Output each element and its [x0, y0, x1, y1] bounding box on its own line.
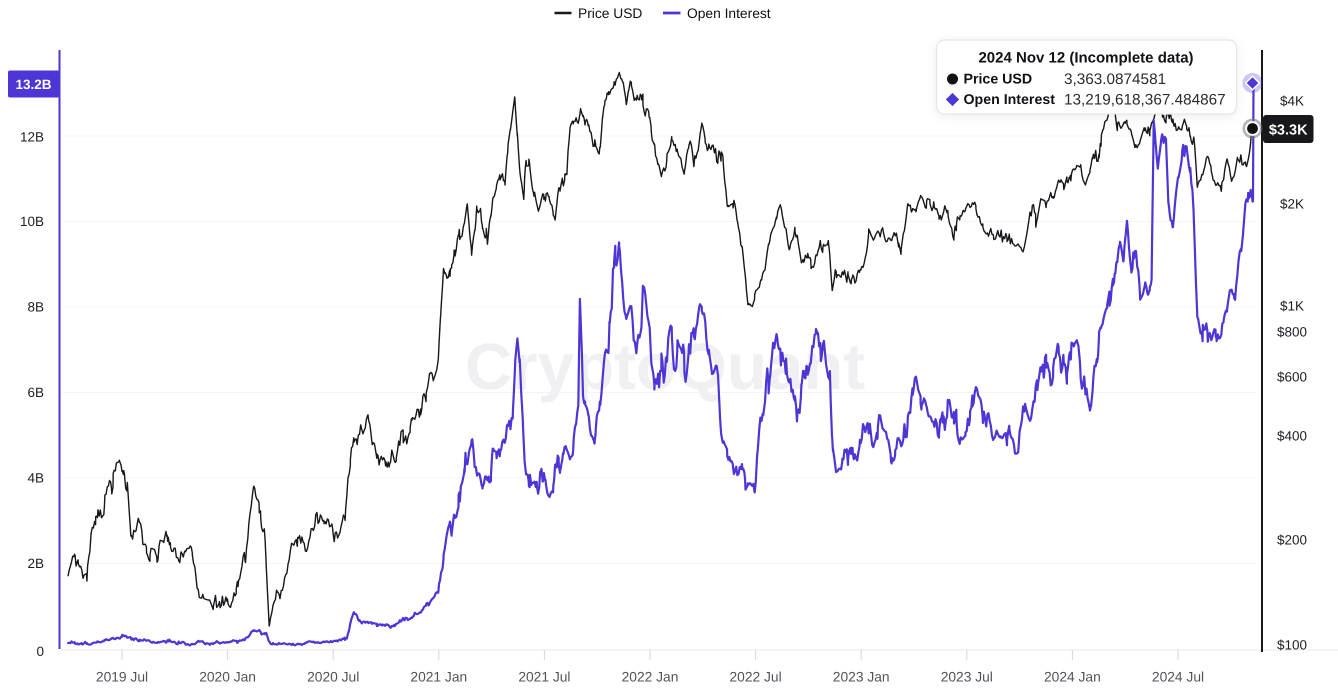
svg-text:2019 Jul: 2019 Jul — [96, 670, 148, 685]
svg-text:$600: $600 — [1277, 370, 1307, 385]
svg-text:2B: 2B — [27, 556, 44, 571]
svg-text:$1K: $1K — [1280, 299, 1304, 314]
svg-text:2024 Jan: 2024 Jan — [1044, 670, 1101, 685]
svg-text:2023 Jan: 2023 Jan — [833, 670, 890, 685]
svg-text:Open Interest: Open Interest — [964, 92, 1056, 108]
svg-text:2021 Jul: 2021 Jul — [518, 670, 570, 685]
svg-text:$2K: $2K — [1280, 197, 1304, 212]
svg-text:6B: 6B — [27, 385, 44, 400]
svg-text:3,363.0874581: 3,363.0874581 — [1064, 71, 1166, 88]
svg-text:$3.3K: $3.3K — [1269, 123, 1308, 139]
svg-text:Price USD: Price USD — [964, 72, 1033, 88]
svg-text:4B: 4B — [27, 471, 44, 486]
svg-text:2024 Nov 12 (Incomplete data): 2024 Nov 12 (Incomplete data) — [978, 50, 1193, 67]
svg-text:$100: $100 — [1277, 638, 1307, 653]
svg-text:2020 Jul: 2020 Jul — [307, 670, 359, 685]
svg-text:2022 Jul: 2022 Jul — [730, 670, 782, 685]
svg-text:$4K: $4K — [1280, 94, 1304, 109]
svg-text:2022 Jan: 2022 Jan — [622, 670, 679, 685]
svg-text:8B: 8B — [27, 300, 44, 315]
svg-text:2024 Jul: 2024 Jul — [1152, 670, 1204, 685]
svg-text:$200: $200 — [1277, 533, 1307, 548]
svg-text:13,219,618,367.484867: 13,219,618,367.484867 — [1064, 92, 1226, 109]
svg-text:Open Interest: Open Interest — [687, 6, 771, 21]
svg-text:Price USD: Price USD — [578, 6, 642, 21]
svg-text:13.2B: 13.2B — [15, 77, 51, 92]
svg-text:10B: 10B — [20, 214, 44, 229]
svg-text:12B: 12B — [20, 130, 44, 145]
svg-text:$800: $800 — [1277, 325, 1307, 340]
svg-text:2023 Jul: 2023 Jul — [941, 670, 993, 685]
svg-text:$400: $400 — [1277, 429, 1307, 444]
svg-text:0: 0 — [36, 644, 44, 659]
svg-text:2020 Jan: 2020 Jan — [199, 670, 256, 685]
svg-text:2021 Jan: 2021 Jan — [410, 670, 467, 685]
